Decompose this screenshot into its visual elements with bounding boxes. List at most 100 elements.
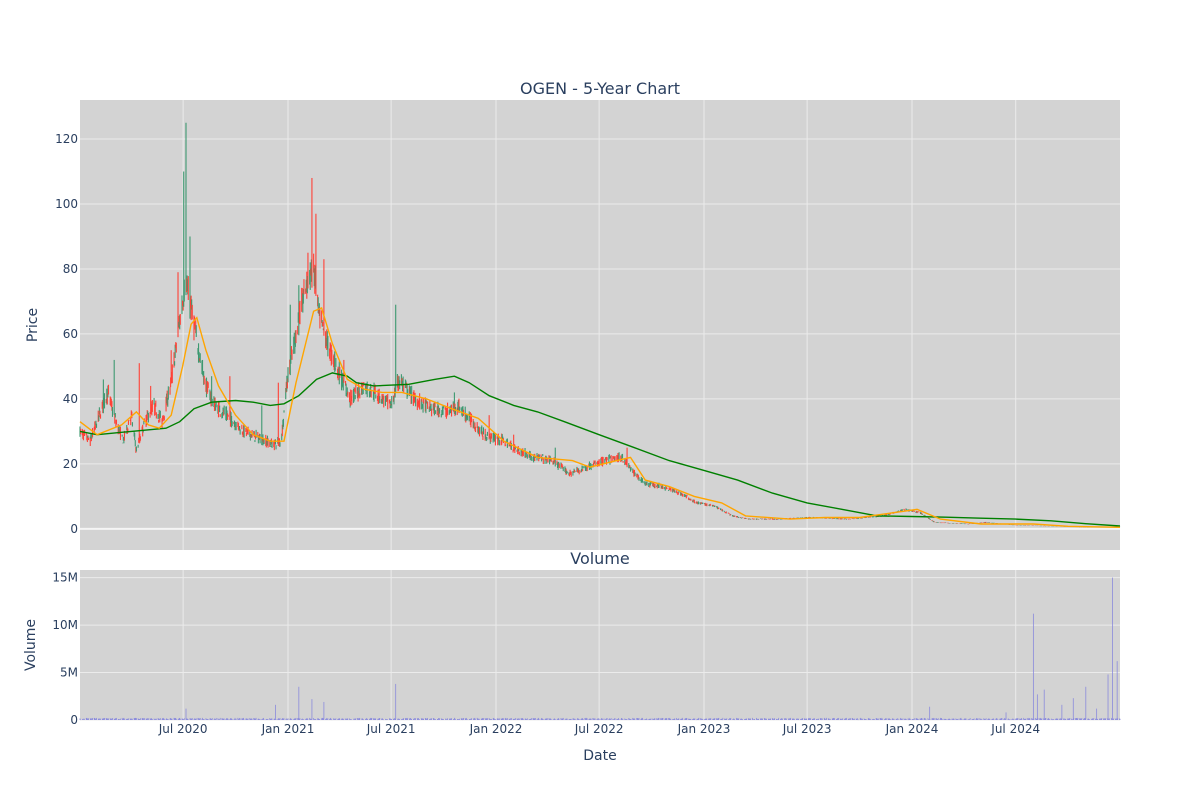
volume-bar (917, 718, 919, 720)
volume-bar (181, 718, 183, 720)
volume-bar (762, 718, 764, 720)
volume-bar (693, 718, 695, 720)
volume-bar (317, 718, 319, 720)
volume-bar (98, 718, 100, 720)
volume-bar (351, 719, 353, 720)
volume-bar (289, 718, 291, 720)
volume-bar (173, 717, 175, 720)
volume-bar (306, 718, 308, 720)
volume-bar (533, 718, 535, 720)
volume-bar (235, 719, 236, 720)
volume-bar (682, 719, 684, 720)
volume-bar (315, 719, 317, 720)
volume-bar (732, 719, 734, 720)
volume-bar (624, 719, 626, 720)
volume-bar (1055, 718, 1057, 720)
volume-bar (817, 719, 818, 720)
volume-bar (444, 719, 446, 720)
volume-bar (230, 718, 231, 720)
volume-bar (818, 718, 819, 720)
volume-bar (839, 718, 841, 720)
volume-bar (835, 719, 837, 720)
volume-bar (145, 718, 147, 720)
volume-bar (427, 717, 429, 720)
volume-bar (752, 719, 754, 720)
volume-bar (609, 718, 610, 720)
volume-bar (769, 718, 771, 720)
volume-bar (206, 719, 207, 720)
volume-bar (285, 719, 287, 720)
volume-bar (386, 719, 388, 720)
volume-bar (761, 718, 762, 720)
volume-bar (370, 717, 372, 720)
volume-bar (419, 719, 421, 720)
volume-bar (285, 718, 287, 720)
volume-bar (442, 718, 444, 720)
volume-bar (649, 718, 651, 720)
volume-bar (391, 718, 393, 720)
volume-bar (553, 719, 554, 720)
volume-bar (149, 718, 151, 720)
volume-bar (271, 718, 273, 720)
volume-bar (770, 718, 772, 720)
volume-bar (921, 718, 923, 720)
volume-bar (795, 719, 797, 720)
volume-bar (680, 718, 682, 720)
volume-bar (261, 719, 263, 720)
volume-bar (749, 718, 750, 720)
volume-bar (283, 718, 285, 720)
volume-bar (620, 718, 622, 720)
volume-bar (275, 719, 277, 720)
volume-bar (227, 718, 229, 720)
volume-bar (889, 719, 891, 720)
volume-bar (880, 719, 882, 720)
volume-bar (1115, 718, 1117, 720)
volume-bar (1047, 718, 1049, 720)
volume-bar (653, 718, 655, 720)
volume-bar (836, 718, 838, 720)
volume-bar (700, 718, 701, 720)
volume-bar (155, 718, 157, 720)
volume-bar (387, 719, 389, 720)
volume-bar (678, 718, 680, 720)
volume-bar (836, 718, 838, 720)
volume-bar (1104, 718, 1106, 720)
volume-bar (166, 718, 168, 720)
volume-bar (1115, 718, 1116, 720)
volume-bar (365, 719, 367, 720)
volume-bar (875, 718, 877, 720)
volume-bar (1096, 718, 1098, 720)
volume-bar (868, 718, 870, 720)
volume-bar (961, 719, 963, 720)
volume-bar (146, 718, 148, 720)
volume-bar (194, 718, 196, 720)
volume-bar (1044, 718, 1046, 720)
volume-bar (783, 718, 785, 720)
volume-bar (829, 718, 831, 720)
volume-bar (828, 719, 830, 721)
volume-bar (601, 718, 603, 720)
volume-bar (1025, 718, 1026, 720)
volume-bar (662, 718, 663, 720)
volume-bar (885, 718, 887, 720)
volume-bar (973, 718, 974, 720)
volume-bar (502, 718, 504, 720)
volume-bar (389, 718, 391, 720)
volume-bar (1057, 718, 1059, 720)
volume-bar (988, 718, 990, 720)
volume-bar (477, 718, 479, 720)
volume-bar (146, 719, 148, 720)
volume-bar (434, 718, 435, 720)
volume-bar (533, 718, 535, 720)
volume-bar (995, 718, 997, 720)
volume-bar (581, 718, 582, 720)
volume-bar (1041, 718, 1043, 720)
volume-bar (811, 718, 813, 720)
volume-bar (618, 718, 619, 720)
volume-bar (572, 718, 574, 720)
volume-bar (520, 718, 522, 720)
volume-bar (154, 719, 156, 720)
volume-bar (929, 719, 931, 720)
volume-bar (441, 719, 443, 720)
volume-bar (915, 718, 917, 720)
